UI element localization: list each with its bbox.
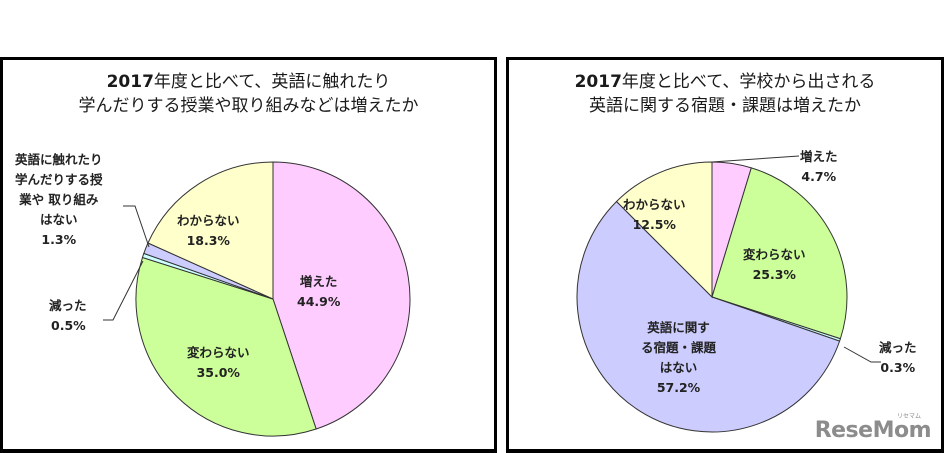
pie-slice	[147, 161, 274, 300]
resemom-logo: リセマム ReseMom	[814, 413, 932, 443]
title-year: 2017	[106, 72, 154, 92]
title-line1: 年度と比べて、学校から出される	[621, 72, 876, 92]
title-line2: 学んだりする授業や取り組みなどは増えたか	[78, 96, 419, 116]
leader-line	[123, 205, 150, 248]
slice-label-increased: 増えた 4.7%	[800, 149, 838, 184]
title-line1: 年度と比べて、英語に触れたり	[153, 72, 391, 92]
leader-line	[711, 155, 800, 163]
pie-slice	[135, 256, 317, 437]
slice-label-unchanged: 変わらない 25.3%	[743, 247, 806, 282]
pie-slice	[576, 200, 841, 433]
chart-panel-homework: 2017年度と比べて、学校から出される 英語に関する宿題・課題は増えたか 増えた…	[506, 57, 944, 453]
chart-title-homework: 2017年度と比べて、学校から出される 英語に関する宿題・課題は増えたか	[509, 70, 941, 118]
chart-title-lessons: 2017年度と比べて、英語に触れたり 学んだりする授業や取り組みなどは増えたか	[3, 70, 494, 118]
pie-chart-lessons	[103, 161, 411, 437]
chart-panel-lessons: 2017年度と比べて、英語に触れたり 学んだりする授業や取り組みなどは増えたか …	[0, 57, 497, 453]
pie-slice	[711, 167, 848, 340]
slice-label-increased: 増えた 44.9%	[297, 274, 341, 309]
title-line2: 英語に関する宿題・課題は増えたか	[589, 96, 861, 116]
leader-line	[843, 346, 881, 363]
slice-label-decreased: 減った 0.5%	[49, 298, 87, 333]
pie-chart-homework	[576, 155, 881, 433]
slice-label-decreased: 減った 0.3%	[879, 340, 917, 375]
pie-slice	[272, 161, 411, 430]
slice-label-unknown: わからない 18.3%	[177, 213, 240, 248]
leader-line	[103, 260, 144, 321]
slice-label-none: 英語に触れたり 学んだりする授 業や 取り組み はない 1.3%	[15, 152, 103, 247]
title-year: 2017	[574, 72, 622, 92]
pie-slice	[615, 161, 713, 299]
slice-label-none: 英語に関す る宿題・課題 はない 57.2%	[641, 320, 717, 395]
slice-label-unknown: わからない 12.5%	[623, 197, 686, 232]
slice-label-unchanged: 変わらない 35.0%	[187, 345, 250, 380]
